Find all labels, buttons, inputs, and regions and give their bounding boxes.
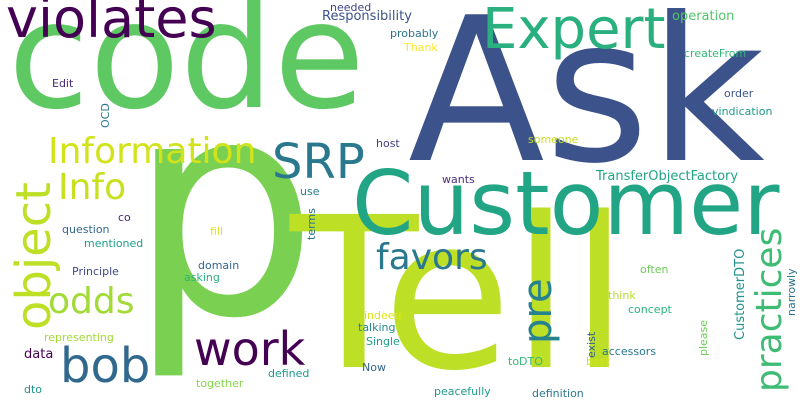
word-often: often xyxy=(640,263,669,276)
word-talking: talking xyxy=(358,321,396,334)
word-terms: terms xyxy=(305,208,318,240)
word-think: think xyxy=(608,289,636,302)
word-use: use xyxy=(300,185,320,198)
word-principle: Principle xyxy=(72,265,119,278)
word-together: together xyxy=(196,377,244,390)
word-code: code xyxy=(8,0,365,142)
word-data: data xyxy=(24,347,54,362)
word-ocd: OCD xyxy=(99,103,112,128)
word-expert: Expert xyxy=(482,0,666,62)
word-defined: defined xyxy=(268,367,310,380)
word-definition: definition xyxy=(532,387,584,400)
word-favors: favors xyxy=(376,237,488,278)
word-asking: asking xyxy=(184,271,220,284)
word-narrowly: narrowly xyxy=(785,268,798,316)
word-mentioned: mentioned xyxy=(84,237,144,250)
word-domain: domain xyxy=(198,259,240,272)
word-todto: toDTO xyxy=(508,355,543,368)
word-thank: Thank xyxy=(404,41,438,54)
word-concept: concept xyxy=(628,303,672,316)
word-ask: Ask xyxy=(408,0,765,208)
word-wants: wants xyxy=(442,173,475,186)
word-p: p xyxy=(128,35,319,384)
word-please: please xyxy=(697,319,710,356)
word-practices: practices xyxy=(749,227,790,392)
word-customerdto: CustomerDTO xyxy=(733,248,748,340)
word-information: Information xyxy=(48,131,257,172)
word-someone: someone xyxy=(528,133,579,146)
word-host: host xyxy=(376,137,400,150)
word-operation: operation xyxy=(672,9,735,24)
word-now: Now xyxy=(362,361,386,374)
word-dto: dto xyxy=(24,383,43,396)
word-tell: Tell xyxy=(290,172,629,400)
word-customer: Customer xyxy=(352,152,780,255)
word-accessors: accessors xyxy=(602,345,657,358)
word-order: order xyxy=(724,87,754,100)
word-responsibility: Responsibility xyxy=(322,9,412,24)
word-work: work xyxy=(194,322,306,376)
word-best: best xyxy=(586,355,610,368)
word-transferobjectfactory: TransferObjectFactory xyxy=(596,169,739,184)
word-createfrom: createFrom xyxy=(684,47,747,60)
word-probably: probably xyxy=(390,27,439,40)
word-srp: SRP xyxy=(272,134,365,190)
word-fill: fill xyxy=(210,225,224,238)
word-violates: violates xyxy=(6,0,217,50)
word-vindication: vindication xyxy=(712,105,773,118)
word-single: Single xyxy=(366,335,400,348)
word-pre: pre xyxy=(515,278,561,344)
word-representing: representing xyxy=(44,331,114,344)
word-peacefully: peacefully xyxy=(434,385,491,398)
word-co: co xyxy=(118,211,131,224)
word-edit: Edit xyxy=(52,77,74,90)
word-indeed: indeed xyxy=(364,309,402,322)
word-bob: bob xyxy=(60,338,151,394)
word-info: Info xyxy=(58,167,127,208)
word-needed: needed xyxy=(330,1,372,14)
word-odds: odds xyxy=(48,281,135,322)
word-question: question xyxy=(62,223,110,236)
